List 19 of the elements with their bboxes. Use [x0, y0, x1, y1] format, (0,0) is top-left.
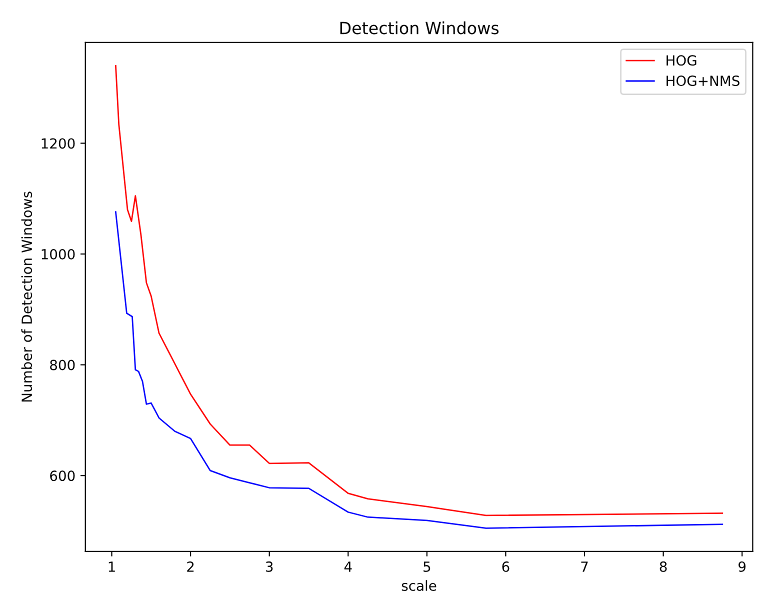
- x-tick-label: 4: [344, 562, 352, 572]
- x-tick-label: 7: [581, 562, 588, 572]
- legend-label: HOG+NMS: [666, 76, 740, 86]
- x-tick-label: 6: [502, 561, 510, 572]
- x-tick-label: 3: [266, 561, 273, 572]
- y-tick-label: 1000: [42, 248, 75, 260]
- legend-label: HOG: [666, 55, 696, 66]
- y-axis-title: Number of Detection Windows: [21, 192, 32, 402]
- x-tick-label: 2: [187, 561, 194, 572]
- y-tick-label: 1200: [42, 138, 75, 149]
- y-tick-label: 600: [50, 470, 75, 482]
- x-tick-label: 8: [660, 561, 667, 572]
- x-tick-label: 5: [424, 562, 430, 572]
- x-axis-title: scale: [402, 580, 436, 591]
- y-tick-label: 800: [50, 360, 75, 370]
- line-series: [115, 211, 724, 529]
- x-tick-label: 1: [108, 562, 115, 572]
- x-tick-label: 9: [738, 561, 746, 572]
- chart-title: Detection Windows: [340, 21, 499, 34]
